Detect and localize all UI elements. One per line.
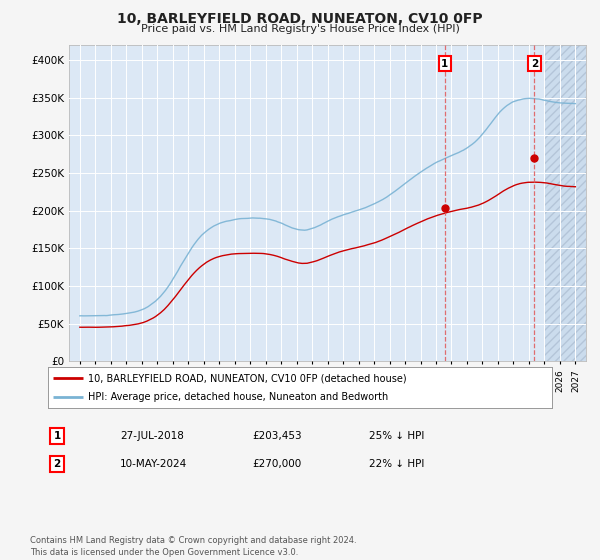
Text: 10, BARLEYFIELD ROAD, NUNEATON, CV10 0FP (detached house): 10, BARLEYFIELD ROAD, NUNEATON, CV10 0FP… [88,374,407,383]
Text: Contains HM Land Registry data © Crown copyright and database right 2024.
This d: Contains HM Land Registry data © Crown c… [30,536,356,557]
Text: £270,000: £270,000 [252,459,301,469]
Text: HPI: Average price, detached house, Nuneaton and Bedworth: HPI: Average price, detached house, Nune… [88,392,389,402]
Text: 22% ↓ HPI: 22% ↓ HPI [369,459,424,469]
Text: 27-JUL-2018: 27-JUL-2018 [120,431,184,441]
Text: 2: 2 [53,459,61,469]
Text: 10-MAY-2024: 10-MAY-2024 [120,459,187,469]
Text: 2: 2 [531,59,538,69]
Text: 10, BARLEYFIELD ROAD, NUNEATON, CV10 0FP: 10, BARLEYFIELD ROAD, NUNEATON, CV10 0FP [117,12,483,26]
Text: Price paid vs. HM Land Registry's House Price Index (HPI): Price paid vs. HM Land Registry's House … [140,24,460,34]
Text: 1: 1 [441,59,448,69]
Text: £203,453: £203,453 [252,431,302,441]
Text: 25% ↓ HPI: 25% ↓ HPI [369,431,424,441]
Text: 1: 1 [53,431,61,441]
